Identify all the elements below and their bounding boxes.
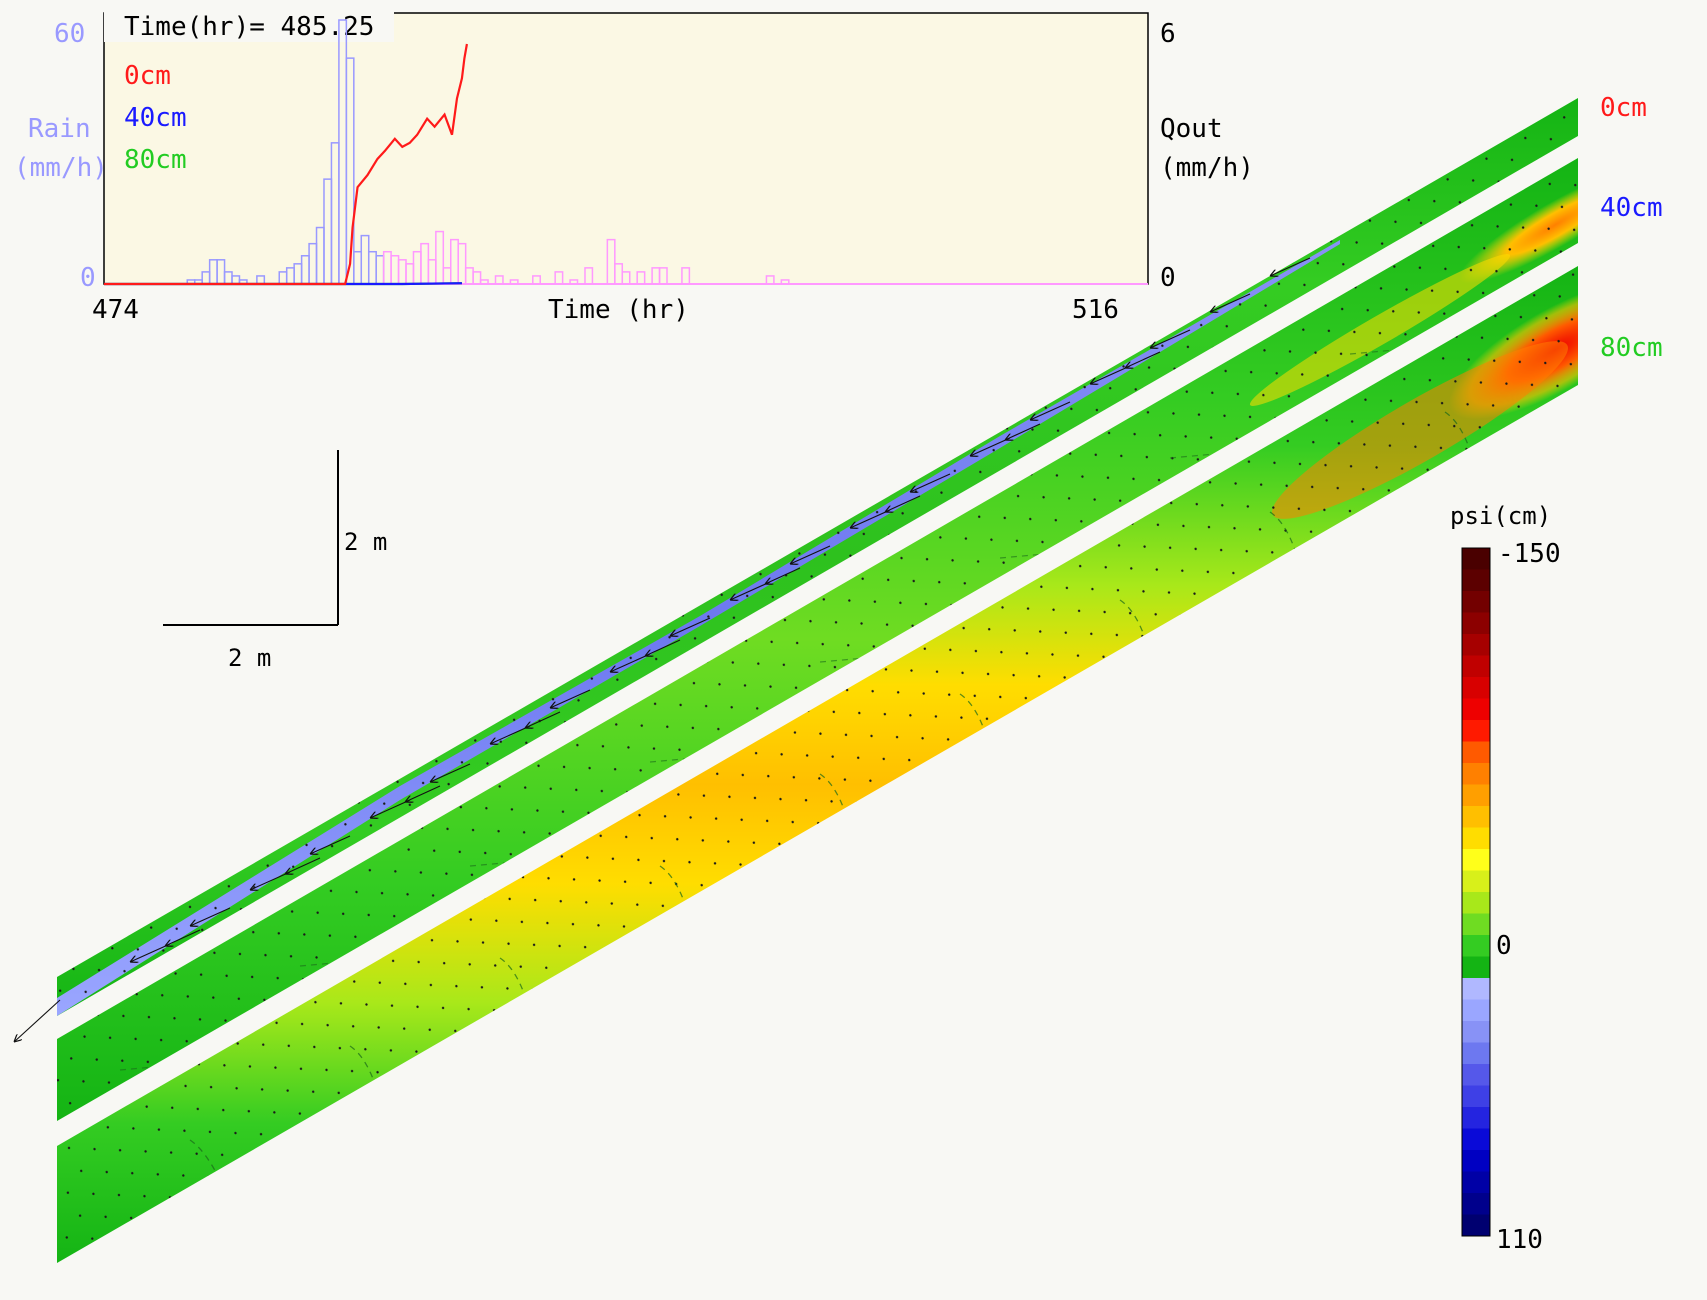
rain-axis-label-2: (mm/h) <box>14 153 108 183</box>
colorbar-cell <box>1462 1150 1490 1172</box>
slice-label-0cm: 0cm <box>1600 93 1647 123</box>
colorbar-cell <box>1462 956 1490 979</box>
colorbar-levels <box>1461 547 1491 1237</box>
hydrograph-inset: Time(hr)= 485.25 0cm 40cm 80cm 60 0 Rain… <box>14 0 1254 325</box>
colorbar-title: psi(cm) <box>1450 502 1551 530</box>
colorbar-cell <box>1462 763 1490 785</box>
rain-axis-label-1: Rain <box>28 114 91 144</box>
hydrograph-frame <box>103 12 1149 285</box>
colorbar-frame <box>1461 547 1491 1237</box>
colorbar-cell <box>1462 1171 1490 1194</box>
rain-axis-bottom-tick: 0 <box>80 263 96 293</box>
qout-axis-bottom-tick: 0 <box>1160 263 1176 293</box>
colorbar-cell <box>1462 591 1490 613</box>
scale-bar: 2 m 2 m <box>163 450 387 672</box>
colorbar-cell <box>1462 720 1490 742</box>
slope-slice-40cm <box>57 158 1578 1121</box>
slice-label-40cm: 40cm <box>1600 193 1663 223</box>
colorbar-cell <box>1462 913 1490 936</box>
x-tick-end: 516 <box>1072 295 1119 325</box>
colorbar-cell <box>1462 569 1490 592</box>
colorbar-cell <box>1462 978 1490 1000</box>
colorbar-cell <box>1462 1064 1490 1086</box>
qout-axis-label-1: Qout <box>1160 114 1223 144</box>
colorbar-cell <box>1462 1128 1490 1151</box>
colorbar-cell <box>1462 741 1490 764</box>
x-tick-start: 474 <box>92 295 139 325</box>
colorbar-cell <box>1462 1107 1490 1129</box>
colorbar-cell <box>1462 698 1490 721</box>
colorbar-tick-zero: 0 <box>1496 931 1512 961</box>
colorbar-cell <box>1462 655 1490 678</box>
colorbar-cell <box>1462 784 1490 807</box>
slope-slice-80cm <box>57 266 1578 1263</box>
colorbar-cell <box>1462 827 1490 850</box>
rain-axis-top-tick: 60 <box>54 19 85 49</box>
x-axis-label: Time (hr) <box>548 295 689 325</box>
slice-0cm-flow-vectors <box>14 257 1311 1042</box>
legend-80cm: 80cm <box>124 145 187 175</box>
colorbar-cell <box>1462 935 1490 957</box>
colorbar-cell <box>1462 870 1490 893</box>
slope-slice-0cm <box>14 98 1578 1042</box>
outflow-line-0cm <box>104 43 468 286</box>
legend-40cm: 40cm <box>124 103 187 133</box>
colorbar-tick-bottom: 110 <box>1496 1225 1543 1255</box>
colorbar-cell <box>1462 677 1490 699</box>
colorbar-tick-top: -150 <box>1498 539 1561 569</box>
colorbar-cell <box>1462 806 1490 828</box>
colorbar-cell <box>1462 1021 1490 1043</box>
colorbar-cell <box>1462 1193 1490 1215</box>
slice-label-80cm: 80cm <box>1600 333 1663 363</box>
colorbar-cell <box>1462 612 1490 635</box>
colorbar-cell <box>1462 548 1490 570</box>
time-readout: Time(hr)= 485.25 <box>124 12 374 42</box>
colorbar: psi(cm) -150 0 110 <box>1450 502 1561 1255</box>
legend-0cm: 0cm <box>124 61 171 91</box>
colorbar-cell <box>1462 892 1490 914</box>
colorbar-cell <box>1462 1085 1490 1108</box>
colorbar-cell <box>1462 1042 1490 1065</box>
colorbar-cell <box>1462 849 1490 871</box>
scale-bar-vertical-label: 2 m <box>344 528 387 556</box>
scale-bar-horizontal-label: 2 m <box>228 644 271 672</box>
qout-axis-top-tick: 6 <box>1160 19 1176 49</box>
colorbar-cell <box>1462 999 1490 1022</box>
colorbar-cell <box>1462 634 1490 656</box>
qout-axis-label-2: (mm/h) <box>1160 153 1254 183</box>
outflow-lines <box>104 43 468 286</box>
colorbar-cell <box>1462 1214 1490 1237</box>
rain-bars <box>186 19 1148 285</box>
